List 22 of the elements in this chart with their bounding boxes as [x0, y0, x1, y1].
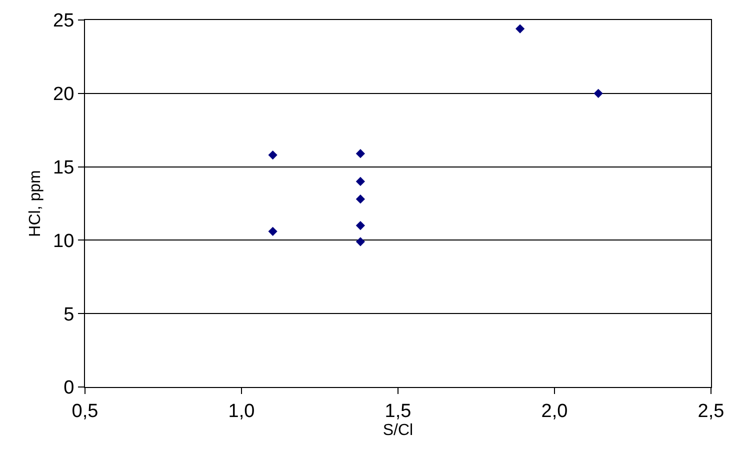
x-tick-label: 2,0 [541, 400, 568, 422]
point [356, 149, 365, 158]
point [594, 88, 603, 98]
y-tick-label: 0 [64, 378, 74, 399]
point [356, 220, 365, 230]
x-tick-label: 0,5 [72, 400, 98, 422]
x-tick-label: 1,0 [228, 400, 255, 422]
x-tick-label: 1,5 [384, 400, 412, 422]
point [516, 24, 525, 34]
y-tick-label: 5 [64, 304, 74, 326]
y-tick-label: 15 [53, 157, 74, 178]
point [268, 226, 278, 236]
y-axis-title: HCl, ppm [26, 170, 44, 237]
point [268, 150, 278, 160]
point [356, 176, 365, 186]
x-tick-label: 2,5 [698, 400, 724, 422]
point [356, 194, 365, 204]
x-axis-title: S/Cl [382, 422, 414, 439]
y-tick-label: 10 [53, 230, 74, 252]
point [356, 237, 365, 246]
y-tick-label: 25 [53, 10, 74, 32]
y-tick-label: 20 [53, 84, 74, 106]
